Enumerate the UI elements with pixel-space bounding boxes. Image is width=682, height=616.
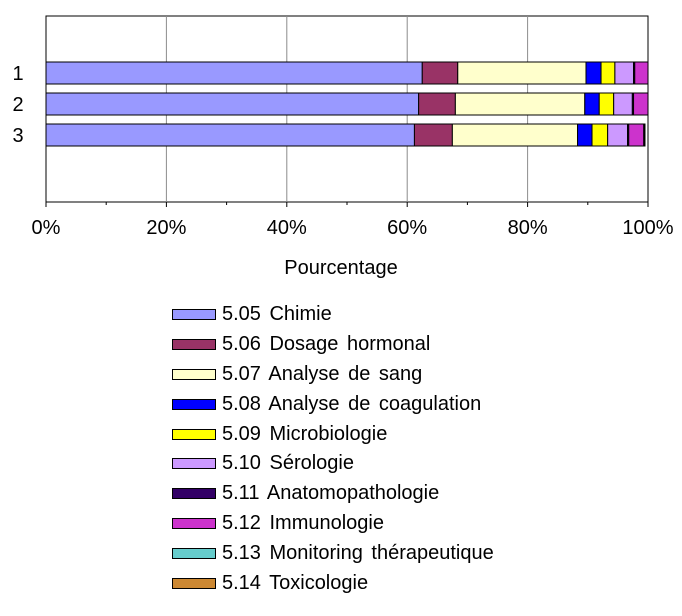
bar-segment [584, 92, 600, 116]
legend-item: 5.14 Toxicologie [172, 568, 494, 598]
category-labels: 1 2 3 [12, 63, 23, 147]
x-tick-label: 100% [622, 217, 673, 239]
legend-item: 5.11 Anatomopathologie [172, 479, 494, 509]
legend-swatch [172, 398, 216, 410]
legend-label: 5.08 Analyse de coagulation [222, 392, 482, 415]
legend-item: 5.05 Chimie [172, 300, 494, 330]
legend-item: 5.13 Monitoring thérapeutique [172, 538, 494, 568]
bar-segment [591, 123, 609, 147]
bar-segment [628, 123, 645, 147]
legend-swatch [172, 547, 216, 559]
x-tick-label: 60% [387, 217, 427, 239]
legend-label: 5.14 Toxicologie [222, 571, 369, 594]
legend-swatch [172, 458, 216, 470]
legend-item: 5.09 Microbiologie [172, 419, 494, 449]
legend-label: 5.05 Chimie [222, 303, 332, 326]
x-tick-label: 80% [508, 217, 548, 239]
legend-swatch [172, 577, 216, 589]
x-tick-label: 0% [32, 217, 61, 239]
legend-swatch [172, 517, 216, 529]
stacked-bar-chart: 1 2 3 0% 20% 40% 60% 80% 100% [12, 15, 674, 239]
legend-item: 5.06 Dosage hormonal [172, 330, 494, 360]
legend-swatch [172, 488, 216, 500]
legend-item: 5.07 Analyse de sang [172, 360, 494, 390]
bar-segment [413, 123, 453, 147]
legend-item: 5.10 Sérologie [172, 449, 494, 479]
bar-segment [585, 61, 602, 85]
x-tick-label: 40% [267, 217, 307, 239]
bar-segment [45, 92, 420, 116]
legend: 5.05 Chimie 5.06 Dosage hormonal 5.07 Anal… [172, 300, 494, 598]
legend-label: 5.10 Sérologie [222, 452, 354, 475]
bar-segment [45, 61, 423, 85]
legend-swatch [172, 368, 216, 380]
bars [45, 61, 649, 147]
bar-segment [607, 123, 629, 147]
bar-segment [598, 92, 615, 116]
bar-segment [600, 61, 616, 85]
legend-item: 5.08 Analyse de coagulation [172, 389, 494, 419]
bar-segment [613, 92, 633, 116]
bar-segment [614, 61, 635, 85]
bar-segment [451, 123, 579, 147]
category-label: 2 [12, 94, 23, 116]
category-label: 1 [12, 63, 23, 85]
bar-segment [643, 123, 646, 147]
bar-segment [577, 123, 593, 147]
legend-item: 5.12 Immunologie [172, 509, 494, 539]
legend-label: 5.11 Anatomopathologie [222, 482, 440, 505]
legend-label: 5.09 Microbiologie [222, 422, 388, 445]
bar-segment [454, 92, 586, 116]
bar-segment [418, 92, 456, 116]
legend-swatch [172, 339, 216, 351]
x-tick-labels: 0% 20% 40% 60% 80% 100% [32, 217, 674, 239]
bar-segment [45, 123, 415, 147]
x-tick-label: 20% [146, 217, 186, 239]
legend-label: 5.06 Dosage hormonal [222, 333, 431, 356]
bar-segment [457, 61, 587, 85]
legend-label: 5.07 Analyse de sang [222, 362, 423, 385]
legend-label: 5.13 Monitoring thérapeutique [222, 541, 494, 564]
category-label: 3 [12, 125, 23, 147]
legend-label: 5.12 Immunologie [222, 511, 384, 534]
bar-segment [421, 61, 459, 85]
x-axis-label: Pourcentage [284, 257, 398, 279]
legend-swatch [172, 428, 216, 440]
legend-swatch [172, 309, 216, 321]
bar-segment [634, 61, 649, 85]
bar-segment [633, 92, 649, 116]
